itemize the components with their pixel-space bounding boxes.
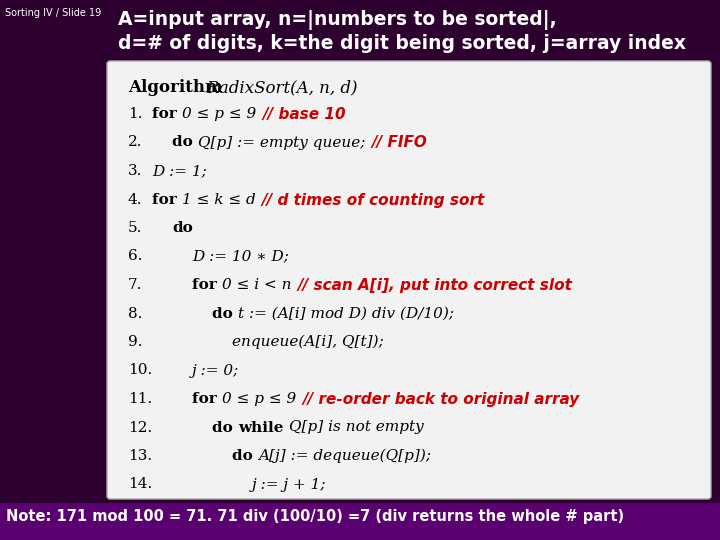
Text: t := (A[i] mod D) div (D/10);: t := (A[i] mod D) div (D/10); bbox=[238, 307, 454, 321]
Text: while: while bbox=[238, 421, 289, 435]
Text: Sorting IV / Slide 19: Sorting IV / Slide 19 bbox=[5, 8, 102, 18]
Text: do: do bbox=[172, 221, 193, 235]
Text: Q[p] is not empty: Q[p] is not empty bbox=[289, 421, 423, 435]
Text: 8.: 8. bbox=[128, 307, 143, 321]
Text: A[j] := dequeue(Q[p]);: A[j] := dequeue(Q[p]); bbox=[258, 449, 431, 463]
Text: 9.: 9. bbox=[128, 335, 143, 349]
Text: Note: 171 mod 100 = 71. 71 div (100/10) =7 (div returns the whole # part): Note: 171 mod 100 = 71. 71 div (100/10) … bbox=[6, 509, 624, 524]
Text: // scan A[i], put into correct slot: // scan A[i], put into correct slot bbox=[297, 278, 572, 293]
Text: D := 1;: D := 1; bbox=[152, 164, 207, 178]
Text: 11.: 11. bbox=[128, 392, 152, 406]
Text: RadixSort(A, n, d): RadixSort(A, n, d) bbox=[206, 79, 358, 96]
Text: j := j + 1;: j := j + 1; bbox=[252, 477, 326, 491]
FancyBboxPatch shape bbox=[0, 503, 720, 540]
Text: 0 ≤ i < n: 0 ≤ i < n bbox=[222, 278, 292, 292]
Text: do: do bbox=[172, 136, 198, 150]
Text: // base 10: // base 10 bbox=[262, 107, 346, 122]
Text: // FIFO: // FIFO bbox=[372, 136, 427, 151]
Text: 4.: 4. bbox=[128, 192, 143, 206]
Text: for: for bbox=[192, 392, 222, 406]
Text: d=# of digits, k=the digit being sorted, j=array index: d=# of digits, k=the digit being sorted,… bbox=[118, 34, 686, 53]
Text: 10.: 10. bbox=[128, 363, 152, 377]
Text: j := 0;: j := 0; bbox=[192, 363, 239, 377]
Text: 6.: 6. bbox=[128, 249, 143, 264]
Text: 2.: 2. bbox=[128, 136, 143, 150]
Text: do: do bbox=[212, 421, 238, 435]
Text: 14.: 14. bbox=[128, 477, 152, 491]
Text: for: for bbox=[152, 107, 182, 121]
Text: enqueue(A[i], Q[t]);: enqueue(A[i], Q[t]); bbox=[232, 335, 384, 349]
Text: 12.: 12. bbox=[128, 421, 152, 435]
Text: Algorithm: Algorithm bbox=[128, 79, 228, 96]
Text: do: do bbox=[232, 449, 258, 463]
Text: 5.: 5. bbox=[128, 221, 143, 235]
Text: // d times of counting sort: // d times of counting sort bbox=[262, 192, 485, 207]
Text: 3.: 3. bbox=[128, 164, 143, 178]
Text: 1.: 1. bbox=[128, 107, 143, 121]
FancyBboxPatch shape bbox=[107, 61, 711, 499]
Text: 7.: 7. bbox=[128, 278, 143, 292]
Text: D := 10 ∗ D;: D := 10 ∗ D; bbox=[192, 249, 289, 264]
Text: for: for bbox=[192, 278, 222, 292]
Text: for: for bbox=[152, 192, 182, 206]
Text: A=input array, n=|numbers to be sorted|,: A=input array, n=|numbers to be sorted|, bbox=[118, 10, 557, 30]
Text: // re-order back to original array: // re-order back to original array bbox=[302, 392, 580, 407]
Text: 13.: 13. bbox=[128, 449, 152, 463]
Text: do: do bbox=[212, 307, 238, 321]
Text: Q[p] := empty queue;: Q[p] := empty queue; bbox=[198, 136, 365, 150]
Text: 0 ≤ p ≤ 9: 0 ≤ p ≤ 9 bbox=[182, 107, 256, 121]
Text: 0 ≤ p ≤ 9: 0 ≤ p ≤ 9 bbox=[222, 392, 296, 406]
Text: 1 ≤ k ≤ d: 1 ≤ k ≤ d bbox=[182, 192, 256, 206]
